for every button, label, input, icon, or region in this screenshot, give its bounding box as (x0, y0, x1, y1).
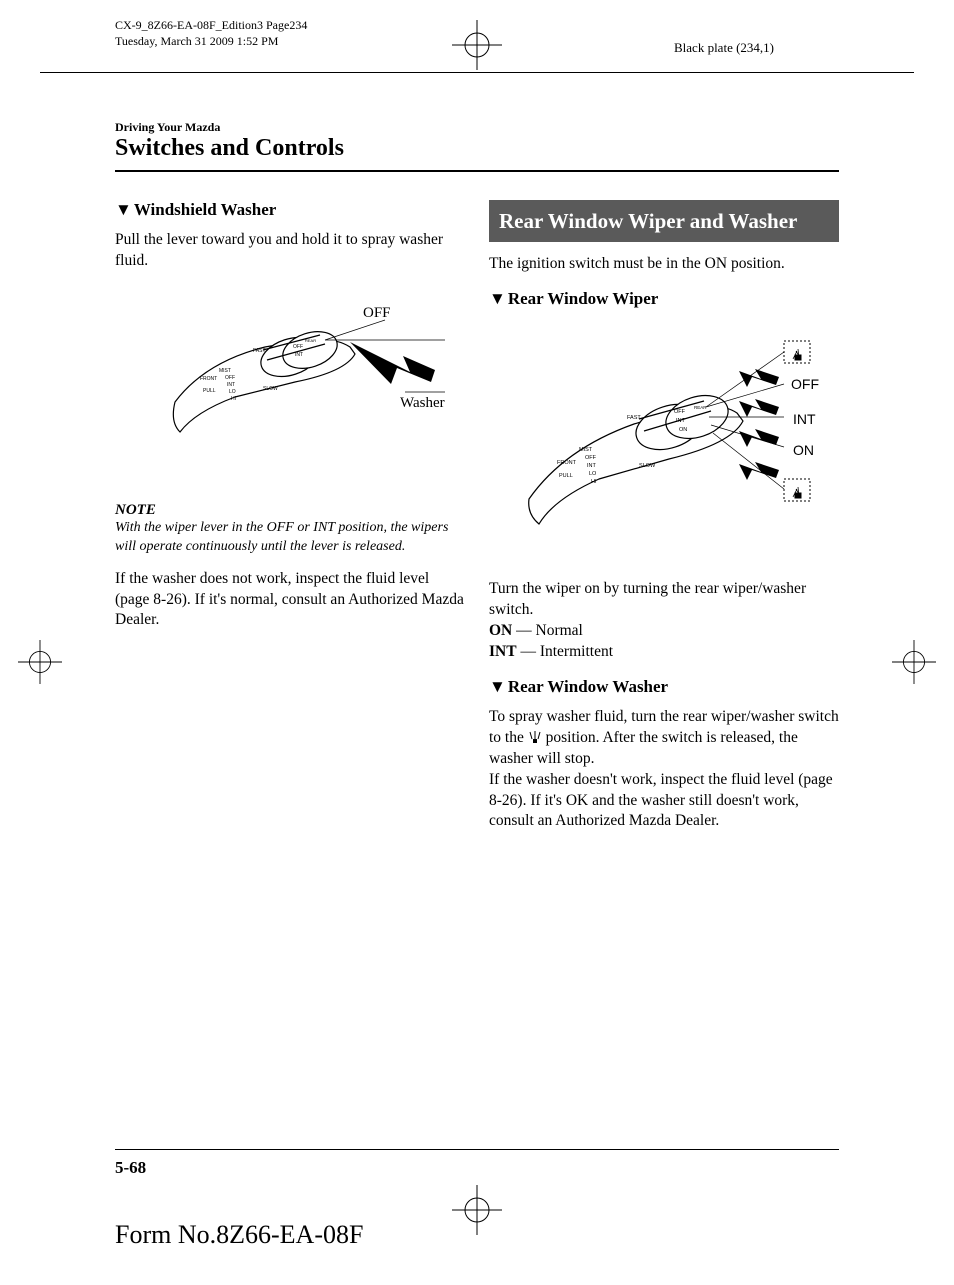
footer-divider (115, 1149, 839, 1150)
diagram-label-int: INT (793, 411, 816, 427)
left-body-2: If the washer does not work, inspect the… (115, 569, 465, 632)
svg-text:SLOW: SLOW (263, 386, 278, 392)
svg-text:FRONT: FRONT (200, 376, 217, 382)
doc-id: CX-9_8Z66-EA-08F_Edition3 Page234 (115, 18, 307, 34)
left-heading-1: ▼Windshield Washer (115, 200, 465, 220)
right-heading-2-text: Rear Window Washer (508, 677, 668, 696)
svg-text:LO: LO (229, 389, 236, 395)
svg-text:LO: LO (589, 471, 597, 477)
svg-text:INT: INT (587, 463, 597, 469)
def-row-on: ON — Normal (489, 622, 583, 639)
def-int-key: INT (489, 643, 517, 660)
doc-timestamp: Tuesday, March 31 2009 1:52 PM (115, 34, 307, 50)
registration-mark-top-icon (452, 20, 502, 70)
svg-text:HI: HI (231, 396, 236, 402)
windshield-washer-diagram: FRONT MIST OFF INT LO HI PULL FAST SLOW … (115, 292, 465, 472)
svg-text:REAR: REAR (694, 405, 707, 410)
left-body-1: Pull the lever toward you and hold it to… (115, 230, 465, 272)
right-body-1-text: Turn the wiper on by turning the rear wi… (489, 580, 806, 618)
svg-text:ON: ON (679, 427, 687, 433)
def-row-int: INT — Intermittent (489, 643, 613, 660)
svg-text:FRONT: FRONT (557, 460, 577, 466)
diagram-label-washer: Washer (400, 395, 445, 411)
eyebrow: Driving Your Mazda (115, 120, 839, 135)
right-intro: The ignition switch must be in the ON po… (489, 254, 839, 275)
two-column-layout: ▼Windshield Washer Pull the lever toward… (115, 200, 839, 846)
registration-mark-bottom-icon (452, 1185, 502, 1235)
doc-meta: CX-9_8Z66-EA-08F_Edition3 Page234 Tuesda… (115, 18, 307, 49)
divider-heavy (115, 170, 839, 172)
svg-text:OFF: OFF (585, 455, 597, 461)
def-on-key: ON (489, 622, 512, 639)
form-number: Form No.8Z66-EA-08F (115, 1220, 363, 1250)
rear-wiper-diagram: FRONT MIST OFF INT LO HI PULL FAST SLOW … (489, 329, 839, 549)
def-on-val: — Normal (512, 622, 583, 639)
svg-text:FAST: FAST (627, 415, 641, 421)
svg-text:FAST: FAST (253, 348, 266, 354)
diagram-label-on: ON (793, 442, 814, 458)
svg-text:REAR: REAR (305, 338, 316, 343)
registration-mark-left-icon (18, 640, 62, 684)
right-heading-1: ▼Rear Window Wiper (489, 289, 839, 309)
triangle-icon: ▼ (489, 289, 506, 309)
triangle-icon: ▼ (115, 200, 132, 220)
svg-text:PULL: PULL (559, 473, 573, 479)
right-column: Rear Window Wiper and Washer The ignitio… (489, 200, 839, 846)
svg-text:OFF: OFF (225, 375, 235, 381)
svg-text:INT: INT (676, 418, 686, 424)
svg-text:INT: INT (295, 352, 303, 358)
left-heading-1-text: Windshield Washer (134, 200, 277, 219)
page-title: Switches and Controls (115, 135, 839, 162)
diagram-label-off: OFF (791, 376, 819, 392)
svg-text:PULL: PULL (203, 388, 216, 394)
note-text: With the wiper lever in the OFF or INT p… (115, 519, 465, 557)
section-header: Driving Your Mazda Switches and Controls (115, 120, 839, 162)
right-body-1: Turn the wiper on by turning the rear wi… (489, 579, 839, 663)
svg-text:MIST: MIST (579, 447, 593, 453)
left-column: ▼Windshield Washer Pull the lever toward… (115, 200, 465, 846)
triangle-icon: ▼ (489, 677, 506, 697)
svg-text:INT: INT (227, 382, 235, 388)
right-heading-1-text: Rear Window Wiper (508, 289, 659, 308)
svg-text:OFF: OFF (293, 344, 303, 350)
plate-info: Black plate (234,1) (674, 40, 774, 56)
crop-line (40, 72, 914, 73)
right-body-2: To spray washer fluid, turn the rear wip… (489, 707, 839, 833)
content-area: Driving Your Mazda Switches and Controls… (115, 120, 839, 1185)
right-heading-2: ▼Rear Window Washer (489, 677, 839, 697)
diagram-label-off: OFF (363, 305, 391, 321)
registration-mark-right-icon (892, 640, 936, 684)
def-int-val: — Intermittent (517, 643, 613, 660)
note-block: NOTE With the wiper lever in the OFF or … (115, 502, 465, 557)
svg-text:HI: HI (591, 479, 597, 485)
washer-symbol-icon (528, 730, 542, 744)
svg-text:OFF: OFF (674, 409, 686, 415)
svg-text:MIST: MIST (219, 368, 231, 374)
svg-text:SLOW: SLOW (639, 463, 656, 469)
note-label: NOTE (115, 502, 465, 519)
box-heading: Rear Window Wiper and Washer (489, 200, 839, 242)
right-body-2c: If the washer doesn't work, inspect the … (489, 771, 833, 830)
page-number: 5-68 (115, 1158, 146, 1178)
